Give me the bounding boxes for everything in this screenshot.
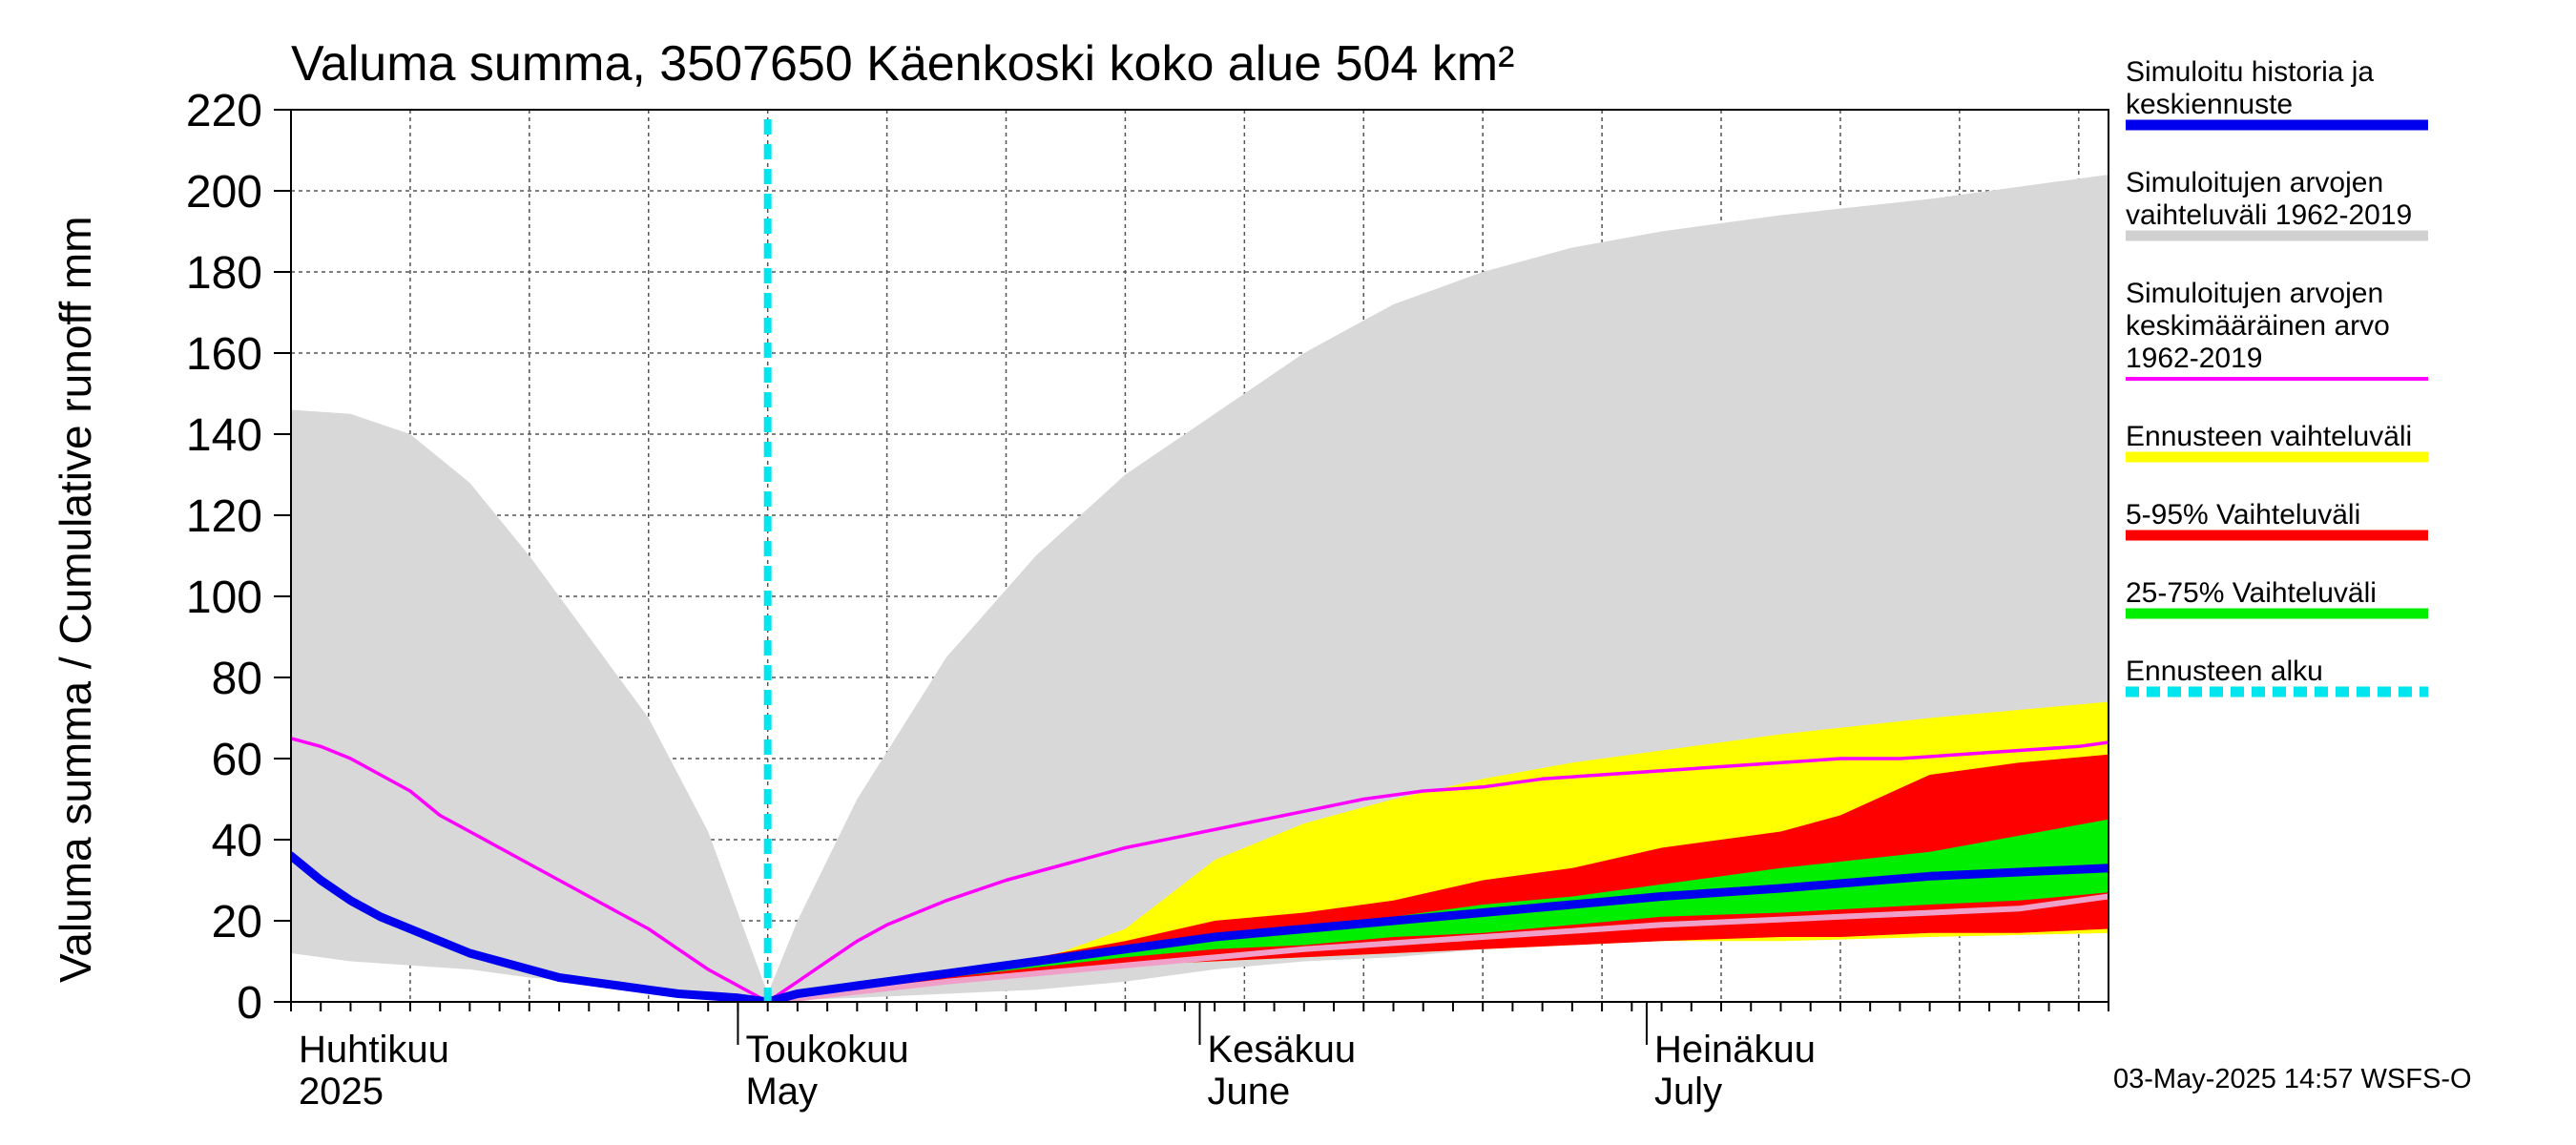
y-tick-label: 160 <box>186 329 262 380</box>
plot-area: 0 20 40 60 80 100 120 140 160 180 200 220 Huhtikuu20… <box>186 86 2109 1113</box>
legend-label: Simuloitu historia ja <box>2126 56 2374 88</box>
y-tick-label: 140 <box>186 410 262 461</box>
legend-label: Ennusteen vaihteluväli <box>2126 421 2412 452</box>
y-axis-label: Valuma summa / Cumulative runoff mm <box>51 216 100 983</box>
month-label-fi: Huhtikuu <box>299 1029 449 1071</box>
y-tick-label: 200 <box>186 167 262 218</box>
chart-title: Valuma summa, 3507650 Käenkoski koko alu… <box>291 36 1514 92</box>
month-label-en: May <box>745 1071 818 1113</box>
legend-item-4: 5-95% Vaihteluväli <box>2126 499 2428 541</box>
y-tick-label: 60 <box>212 735 262 785</box>
legend-label: 1962-2019 <box>2126 343 2262 374</box>
line-series-1 <box>764 893 2109 1002</box>
legend-label: Ennusteen alku <box>2126 656 2323 687</box>
legend-item-5: 25-75% Vaihteluväli <box>2126 577 2428 619</box>
month-label-fi: Toukokuu <box>745 1029 908 1071</box>
y-tick-label: 80 <box>212 654 262 704</box>
legend: Simuloitu historia jakeskiennusteSimuloi… <box>2126 56 2428 697</box>
legend-label: keskimääräinen arvo <box>2126 310 2390 342</box>
legend-label: Simuloitujen arvojen <box>2126 167 2383 198</box>
legend-item-6: Ennusteen alku <box>2126 656 2428 697</box>
y-tick-label: 20 <box>212 897 262 947</box>
month-label-en: June <box>1208 1071 1291 1113</box>
line-series-2 <box>291 851 2109 1002</box>
legend-label: keskiennuste <box>2126 89 2293 120</box>
legend-item-3: Ennusteen vaihteluväli <box>2126 421 2428 463</box>
legend-label: Simuloitujen arvojen <box>2126 278 2383 309</box>
legend-label: vaihteluväli 1962-2019 <box>2126 199 2412 231</box>
y-tick-label: 40 <box>212 816 262 866</box>
timestamp-footer: 03-May-2025 14:57 WSFS-O <box>2113 1064 2472 1094</box>
y-tick-label: 100 <box>186 572 262 623</box>
legend-label: 25-75% Vaihteluväli <box>2126 577 2377 609</box>
month-label-en: 2025 <box>299 1071 384 1113</box>
y-tick-label: 0 <box>237 978 262 1029</box>
y-tick-label: 220 <box>186 86 262 136</box>
y-axis: 0 20 40 60 80 100 120 140 160 180 200 220 <box>186 86 291 1029</box>
month-label-fi: Heinäkuu <box>1654 1029 1816 1071</box>
legend-label: 5-95% Vaihteluväli <box>2126 499 2360 531</box>
month-label-fi: Kesäkuu <box>1208 1029 1357 1071</box>
y-tick-label: 120 <box>186 491 262 542</box>
series-group <box>291 175 2109 1002</box>
y-tick-label: 180 <box>186 248 262 299</box>
line-series-0 <box>291 737 2109 1002</box>
month-label-en: July <box>1654 1071 1722 1113</box>
